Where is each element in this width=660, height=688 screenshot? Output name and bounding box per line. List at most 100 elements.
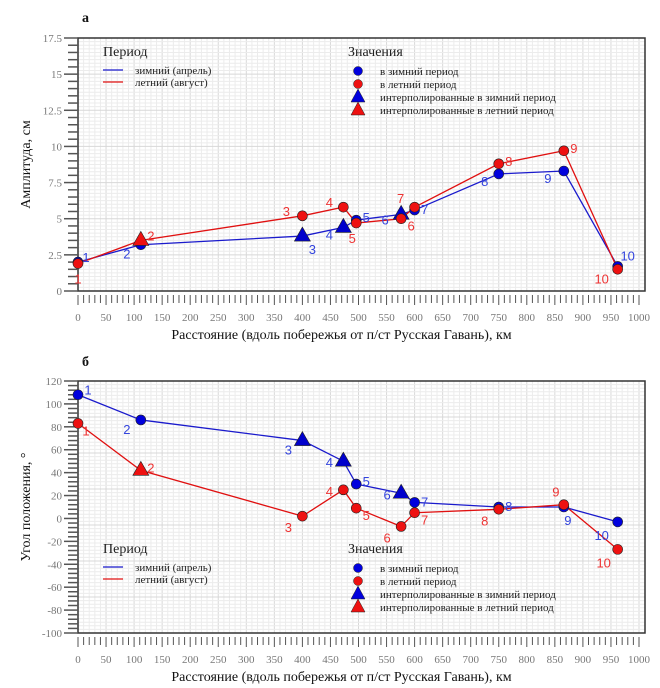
data-point	[72, 389, 84, 401]
data-point	[612, 544, 623, 555]
legend-period-item: летний (август)	[135, 574, 208, 586]
x-tick-label: 200	[182, 312, 199, 324]
legend-values-item: интерполированные в зимний период	[380, 589, 556, 601]
data-point-triangle	[132, 460, 150, 476]
data-label: 2	[123, 247, 130, 262]
x-tick-label: 100	[126, 312, 143, 324]
data-label: 9	[570, 141, 577, 156]
x-tick-label: 0	[75, 312, 81, 324]
y-tick-label: -80	[47, 605, 62, 617]
x-tick-label: 850	[547, 312, 564, 324]
data-point	[493, 158, 505, 170]
y-tick-label: 2.5	[48, 250, 62, 262]
x-tick-label: 450	[322, 654, 339, 666]
legend-values-item: в зимний период	[380, 563, 459, 575]
data-label: 3	[309, 242, 316, 257]
x-tick-label: 750	[491, 654, 508, 666]
grid	[77, 380, 645, 634]
data-label: 10	[594, 271, 608, 286]
data-point	[350, 217, 362, 229]
x-tick-label: 100	[126, 654, 143, 666]
plot-frame	[77, 37, 646, 292]
data-point	[612, 516, 623, 528]
data-label: 9	[552, 485, 559, 500]
x-tick-label: 700	[462, 654, 479, 666]
data-label: 3	[285, 520, 292, 535]
y-tick-label: -100	[42, 628, 63, 640]
plot-frame	[77, 380, 646, 634]
legend-period-item: летний (август)	[135, 77, 208, 89]
legend-period-item: зимний (апрель)	[135, 562, 212, 574]
data-point	[558, 499, 570, 511]
data-label: 5	[363, 508, 370, 523]
y-tick-label: 17.5	[43, 33, 63, 45]
data-label: 9	[564, 513, 571, 528]
legend-circle-marker	[353, 79, 363, 89]
y-tick-label: 7.5	[48, 178, 62, 190]
legend-period: Период зимний (апрель)летний (август)	[103, 45, 212, 89]
y-tick-label: 12.5	[43, 105, 63, 117]
data-label: 6	[382, 212, 389, 227]
x-tick-label: 800	[519, 312, 536, 324]
data-point-triangle	[334, 217, 352, 233]
data-label: 2	[147, 460, 154, 475]
y-tick-label: 120	[46, 376, 63, 388]
x-tick-label: 600	[406, 654, 423, 666]
data-label: 4	[326, 484, 333, 499]
x-tick-label: 150	[154, 654, 171, 666]
legend-circle-marker	[353, 66, 363, 76]
x-tick-label: 750	[491, 312, 508, 324]
y-tick-label: 60	[51, 445, 63, 457]
data-point	[409, 497, 420, 508]
x-tick-label: 350	[266, 654, 283, 666]
x-tick-label: 250	[210, 654, 227, 666]
x-tick-label: 650	[434, 654, 451, 666]
y-tick-label: 0	[57, 286, 63, 298]
grid	[77, 37, 645, 292]
x-tick-label: 950	[603, 312, 620, 324]
data-point	[558, 165, 570, 177]
data-label: 10	[594, 528, 608, 543]
data-point	[350, 502, 362, 514]
x-tick-label: 300	[238, 312, 255, 324]
data-label: 1	[84, 383, 91, 398]
data-label: 7	[421, 513, 428, 528]
y-tick-label: 15	[51, 69, 63, 81]
x-tick-label: 500	[350, 312, 367, 324]
y-tick-label: 40	[51, 468, 63, 480]
data-label: 5	[363, 474, 370, 489]
data-point-triangle	[293, 226, 311, 242]
x-tick-label: 850	[547, 654, 564, 666]
y-tick-label: -40	[47, 559, 62, 571]
data-point	[338, 484, 349, 496]
data-label: 6	[384, 530, 391, 545]
data-label: 2	[147, 228, 154, 243]
series-line-summer	[77, 422, 619, 550]
data-point	[350, 478, 362, 490]
legend-circle-marker	[353, 563, 363, 573]
y-tick-label: -60	[47, 582, 62, 594]
data-point-triangle	[334, 451, 352, 467]
data-label: 5	[363, 210, 370, 225]
x-tick-label: 250	[210, 312, 227, 324]
y-tick-label: 5	[57, 214, 63, 226]
legend-period-title: Период	[103, 45, 148, 60]
data-label: 8	[505, 499, 512, 514]
panel-letter: а	[82, 11, 89, 26]
legend-circle-marker	[353, 576, 363, 586]
x-tick-label: 350	[266, 312, 283, 324]
legend-values-item: интерполированные в зимний период	[380, 92, 556, 104]
y-tick-label: 0	[57, 513, 63, 525]
data-label: 10	[596, 555, 610, 570]
data-point	[493, 503, 505, 515]
x-tick-label: 600	[406, 312, 423, 324]
data-label: 5	[349, 231, 356, 246]
x-axis-title: Расстояние (вдоль побережья от п/ст Русс…	[171, 328, 511, 343]
x-tick-label: 550	[378, 312, 395, 324]
legend-values-item: в летний период	[380, 576, 457, 588]
data-point	[493, 168, 505, 180]
